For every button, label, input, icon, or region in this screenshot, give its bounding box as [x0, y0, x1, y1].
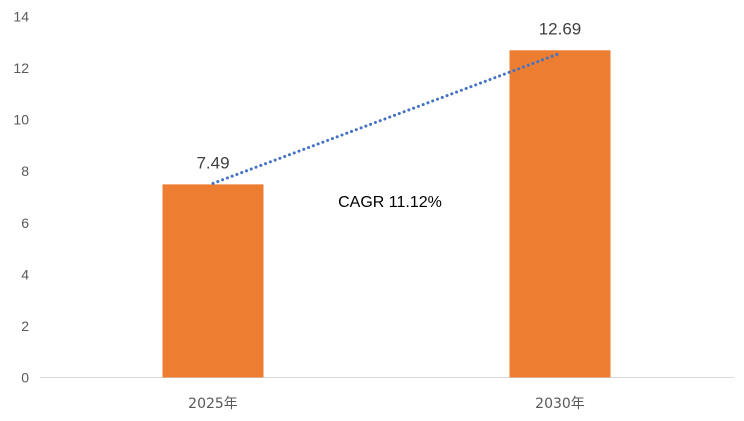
y-tick-label: 10	[13, 112, 29, 128]
data-labels: 7.49 12.69	[196, 19, 581, 172]
bar-2025	[162, 184, 264, 378]
data-label: 7.49	[196, 153, 229, 172]
y-axis-ticks: 0 2 4 6 8 10 12 14	[13, 9, 29, 386]
y-tick-label: 4	[21, 266, 29, 282]
x-category-label: 2030年	[535, 396, 585, 412]
y-tick-label: 12	[13, 60, 29, 76]
data-label: 12.69	[539, 19, 582, 38]
category-labels: 2025年 2030年	[188, 396, 585, 412]
y-tick-label: 6	[21, 215, 29, 231]
y-tick-label: 0	[21, 370, 29, 386]
x-category-label: 2025年	[188, 396, 238, 412]
y-tick-label: 2	[21, 318, 29, 334]
bars	[162, 50, 611, 378]
cagr-trend-line	[211, 51, 562, 185]
cagr-annotation: CAGR 11.12%	[338, 194, 442, 211]
y-tick-label: 8	[21, 163, 29, 179]
bar-2030	[509, 50, 611, 378]
y-tick-label: 14	[13, 9, 29, 25]
